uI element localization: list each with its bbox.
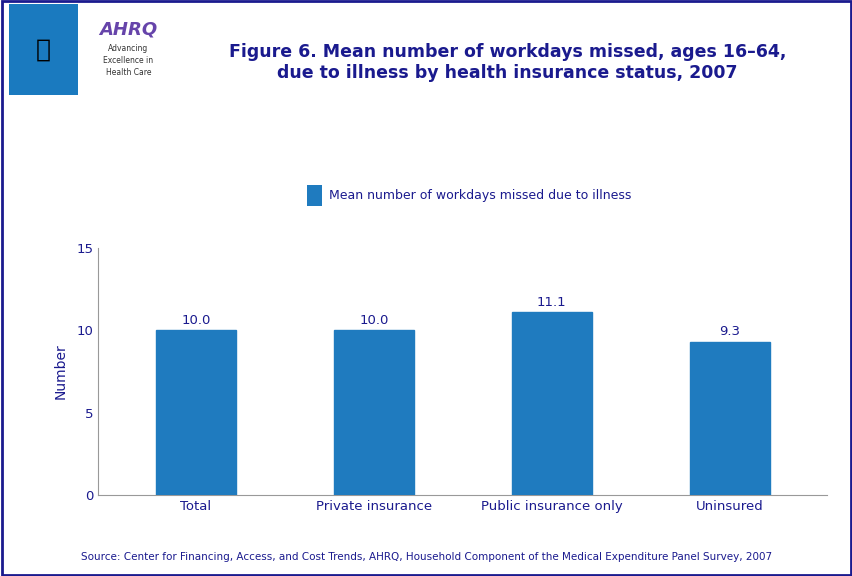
Text: AHRQ: AHRQ [99, 21, 157, 39]
Text: 10.0: 10.0 [359, 314, 388, 327]
Text: 9.3: 9.3 [718, 325, 740, 339]
Text: 11.1: 11.1 [536, 295, 566, 309]
Bar [511, 312, 591, 495]
Text: Source: Center for Financing, Access, and Cost Trends, AHRQ, Household Component: Source: Center for Financing, Access, an… [81, 552, 771, 562]
Bar [306, 185, 322, 206]
Y-axis label: Number: Number [54, 344, 68, 399]
Bar [156, 330, 236, 495]
Text: 🦅: 🦅 [36, 37, 51, 62]
Bar [688, 342, 769, 495]
Text: Mean number of workdays missed due to illness: Mean number of workdays missed due to il… [328, 190, 630, 202]
FancyBboxPatch shape [9, 4, 78, 95]
Text: Figure 6. Mean number of workdays missed, ages 16–64,
due to illness by health i: Figure 6. Mean number of workdays missed… [228, 43, 786, 82]
Text: Advancing
Excellence in
Health Care: Advancing Excellence in Health Care [103, 44, 153, 77]
Bar [333, 330, 413, 495]
Text: 10.0: 10.0 [181, 314, 210, 327]
